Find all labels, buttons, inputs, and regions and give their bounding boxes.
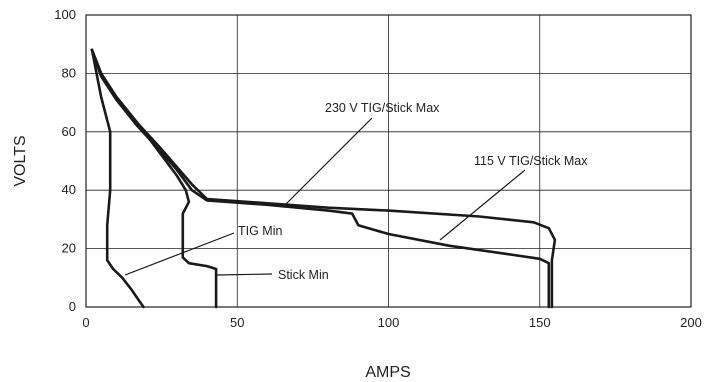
series-line-tig-min (90, 48, 145, 309)
x-axis-title: AMPS (365, 364, 410, 381)
y-tick-label: 20 (62, 241, 76, 256)
y-tick-label: 80 (62, 65, 76, 80)
y-axis-ticks: 0 20 40 60 80 100 (54, 7, 76, 314)
y-tick-label: 100 (54, 7, 76, 22)
x-tick-label: 50 (230, 315, 244, 330)
y-axis-title: VOLTS (12, 135, 29, 186)
plot-frame (85, 14, 692, 308)
y-tick-label: 0 (69, 299, 76, 314)
annotation-230v-max: 230 V TIG/Stick Max (325, 101, 440, 115)
leader-tig-min (124, 232, 235, 276)
leader-stick-min (216, 273, 273, 276)
curves (90, 48, 557, 309)
series-line-115-v-tig-stick-max (90, 48, 551, 309)
leader-230v-max (284, 117, 373, 206)
annotation-tig-min: TIG Min (238, 224, 282, 238)
annotation-stick-min: Stick Min (278, 268, 329, 282)
annotation-leaders (124, 117, 526, 276)
x-tick-label: 100 (378, 315, 400, 330)
x-tick-label: 200 (680, 315, 702, 330)
annotation-115v-max: 115 V TIG/Stick Max (474, 154, 588, 168)
grid (85, 14, 692, 308)
x-tick-label: 0 (82, 315, 89, 330)
x-tick-label: 150 (529, 315, 551, 330)
series-line-stick-min (90, 48, 218, 309)
x-axis-ticks: 0 50 100 150 200 (82, 315, 701, 330)
y-tick-label: 40 (62, 182, 76, 197)
y-tick-label: 60 (62, 124, 76, 139)
leader-115v-max (439, 169, 526, 241)
